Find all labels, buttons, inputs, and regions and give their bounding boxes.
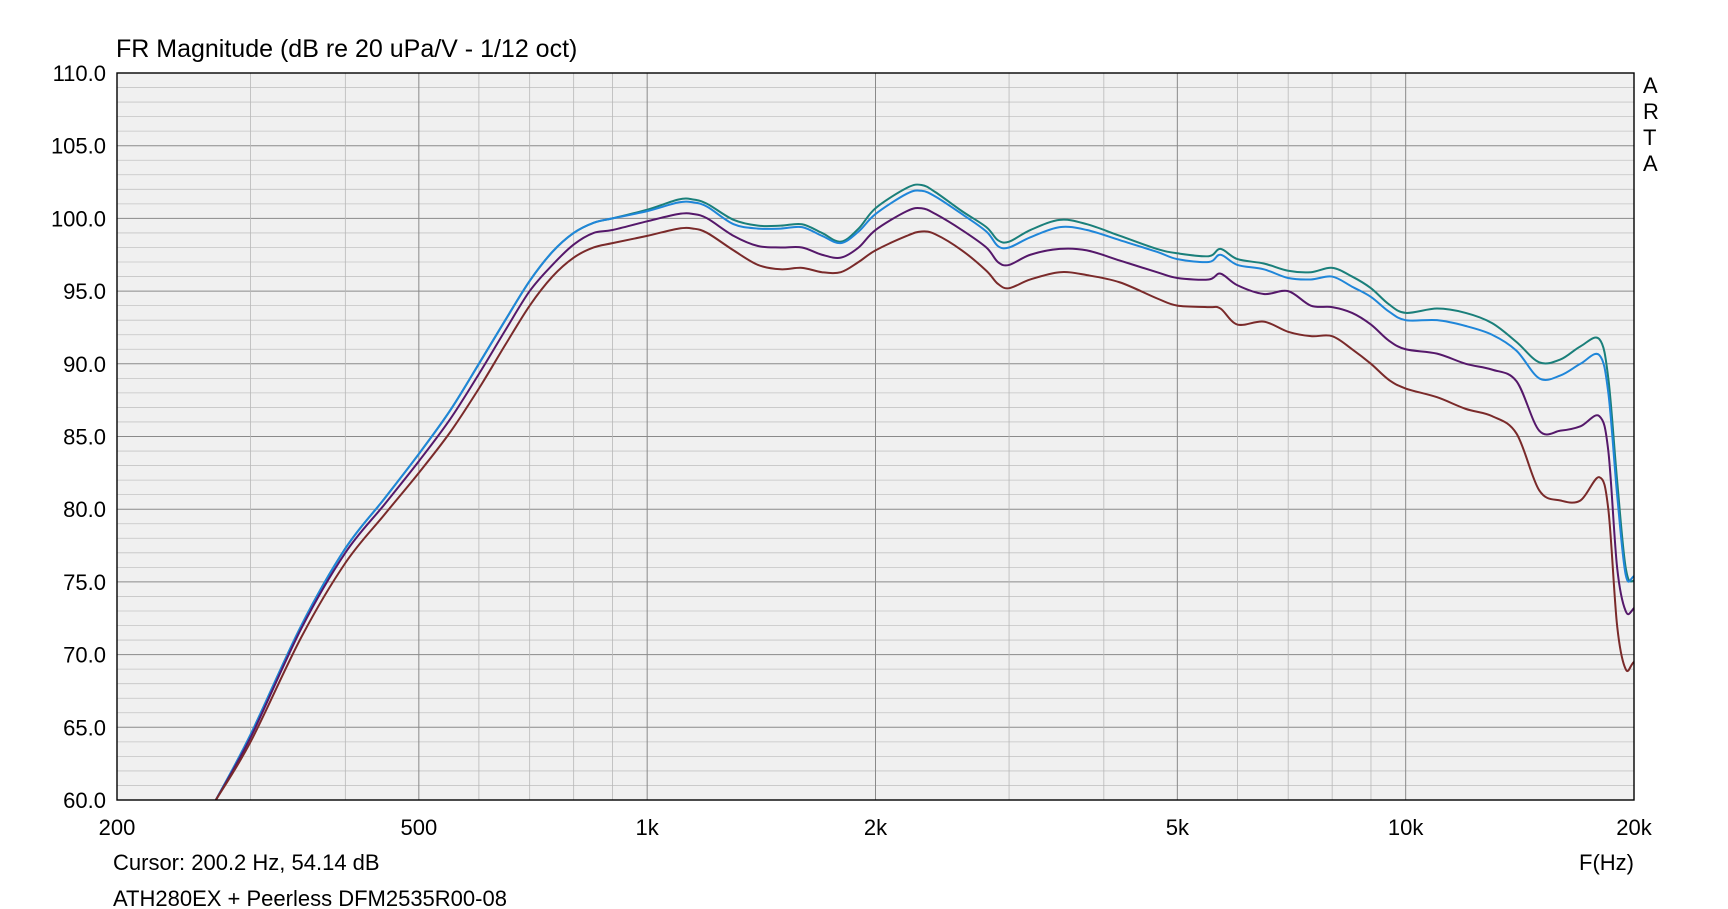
measurement-caption: ATH280EX + Peerless DFM2535R00-08 bbox=[113, 886, 507, 909]
brand-letter: A bbox=[1643, 73, 1658, 98]
x-tick-labels: 200 500 1k 2k 5k 10k 20k bbox=[99, 815, 1653, 840]
x-tick-label: 200 bbox=[99, 815, 136, 840]
plot-frame bbox=[116, 72, 1635, 801]
y-tick-label: 70.0 bbox=[63, 643, 106, 668]
x-tick-label: 500 bbox=[400, 815, 437, 840]
y-tick-label: 95.0 bbox=[63, 279, 106, 304]
x-tick-label: 1k bbox=[636, 815, 660, 840]
arta-brand: A R T A bbox=[1643, 73, 1659, 176]
y-tick-label: 110.0 bbox=[53, 61, 106, 86]
brand-letter: A bbox=[1643, 151, 1658, 176]
y-tick-label: 90.0 bbox=[63, 352, 106, 377]
brand-letter: T bbox=[1643, 125, 1656, 150]
y-tick-label: 85.0 bbox=[63, 425, 106, 450]
x-tick-label: 5k bbox=[1166, 815, 1190, 840]
y-tick-label: 65.0 bbox=[63, 715, 106, 740]
x-tick-label: 2k bbox=[864, 815, 888, 840]
x-tick-label: 10k bbox=[1388, 815, 1424, 840]
series-line bbox=[214, 189, 1634, 800]
x-axis-label: F(Hz) bbox=[1579, 850, 1634, 875]
y-tick-label: 105.0 bbox=[51, 134, 106, 159]
y-tick-label: 80.0 bbox=[63, 497, 106, 522]
brand-letter: R bbox=[1643, 99, 1659, 124]
y-tick-label: 100.0 bbox=[51, 206, 106, 231]
chart-title: FR Magnitude (dB re 20 uPa/V - 1/12 oct) bbox=[116, 35, 577, 63]
y-tick-label: 60.0 bbox=[63, 788, 106, 813]
cursor-readout: Cursor: 200.2 Hz, 54.14 dB bbox=[113, 850, 380, 875]
x-tick-label: 20k bbox=[1616, 815, 1652, 840]
y-tick-label: 75.0 bbox=[63, 570, 106, 595]
series-line bbox=[215, 226, 1634, 800]
series-line bbox=[214, 206, 1634, 800]
series-layer bbox=[214, 183, 1634, 800]
y-tick-labels: 60.0 65.0 70.0 75.0 80.0 85.0 90.0 95.0 100.0 105… bbox=[51, 61, 106, 813]
